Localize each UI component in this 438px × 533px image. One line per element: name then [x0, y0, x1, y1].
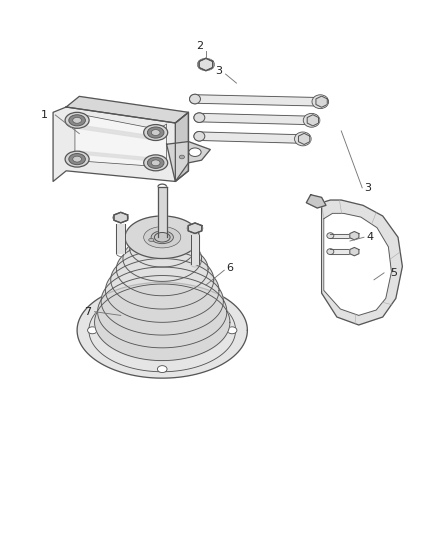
Ellipse shape	[312, 95, 328, 109]
Ellipse shape	[88, 327, 97, 334]
Ellipse shape	[179, 155, 184, 159]
Polygon shape	[95, 284, 230, 361]
Polygon shape	[130, 223, 195, 267]
Text: 3: 3	[215, 66, 223, 76]
Polygon shape	[77, 125, 158, 140]
Polygon shape	[75, 115, 166, 166]
Ellipse shape	[113, 213, 129, 222]
Polygon shape	[114, 212, 127, 223]
Polygon shape	[298, 133, 310, 144]
Polygon shape	[201, 132, 297, 143]
Polygon shape	[95, 276, 230, 361]
Ellipse shape	[190, 94, 201, 104]
Polygon shape	[330, 249, 352, 254]
Ellipse shape	[303, 114, 320, 127]
Ellipse shape	[73, 156, 81, 162]
Polygon shape	[306, 195, 326, 208]
Ellipse shape	[194, 132, 205, 141]
Polygon shape	[307, 115, 318, 126]
Text: 6: 6	[226, 263, 233, 272]
Ellipse shape	[157, 288, 167, 295]
Polygon shape	[77, 282, 247, 378]
Ellipse shape	[154, 232, 170, 242]
Polygon shape	[125, 216, 199, 259]
Text: 3: 3	[364, 183, 371, 193]
Polygon shape	[123, 229, 201, 281]
Polygon shape	[199, 58, 213, 71]
Text: 1: 1	[41, 110, 48, 120]
Polygon shape	[199, 58, 213, 71]
Polygon shape	[66, 96, 188, 123]
Polygon shape	[350, 247, 359, 256]
Polygon shape	[188, 223, 202, 233]
Polygon shape	[321, 200, 403, 325]
Ellipse shape	[151, 130, 160, 135]
Ellipse shape	[227, 327, 237, 334]
Ellipse shape	[65, 112, 89, 128]
Ellipse shape	[151, 160, 160, 166]
Polygon shape	[111, 243, 214, 309]
Ellipse shape	[73, 117, 81, 123]
Ellipse shape	[69, 115, 85, 126]
Polygon shape	[117, 236, 208, 296]
Polygon shape	[197, 95, 315, 106]
Polygon shape	[330, 233, 352, 238]
Ellipse shape	[149, 238, 154, 241]
Polygon shape	[98, 267, 227, 348]
Polygon shape	[175, 112, 188, 181]
Ellipse shape	[69, 154, 85, 165]
Polygon shape	[188, 223, 202, 233]
Polygon shape	[350, 231, 359, 240]
Polygon shape	[201, 114, 306, 125]
Text: 2: 2	[196, 41, 203, 51]
Ellipse shape	[187, 224, 203, 232]
Ellipse shape	[197, 58, 215, 71]
Ellipse shape	[194, 113, 205, 123]
Polygon shape	[117, 224, 125, 253]
Ellipse shape	[151, 231, 173, 244]
Polygon shape	[106, 251, 219, 322]
Polygon shape	[158, 187, 166, 237]
Polygon shape	[166, 142, 210, 181]
Text: 7: 7	[85, 306, 92, 317]
Ellipse shape	[144, 227, 181, 248]
Text: 5: 5	[390, 268, 397, 278]
Polygon shape	[53, 107, 188, 181]
Ellipse shape	[327, 233, 334, 239]
Text: 4: 4	[366, 232, 373, 243]
Polygon shape	[191, 235, 199, 264]
Ellipse shape	[65, 151, 89, 167]
Polygon shape	[316, 96, 327, 107]
Ellipse shape	[144, 155, 168, 171]
Ellipse shape	[144, 125, 168, 141]
Polygon shape	[114, 212, 127, 223]
Ellipse shape	[148, 157, 164, 168]
Ellipse shape	[189, 148, 201, 157]
Polygon shape	[101, 259, 223, 335]
Ellipse shape	[294, 132, 311, 146]
Ellipse shape	[148, 127, 164, 138]
Ellipse shape	[157, 366, 167, 373]
Ellipse shape	[327, 249, 334, 255]
Polygon shape	[77, 151, 158, 161]
